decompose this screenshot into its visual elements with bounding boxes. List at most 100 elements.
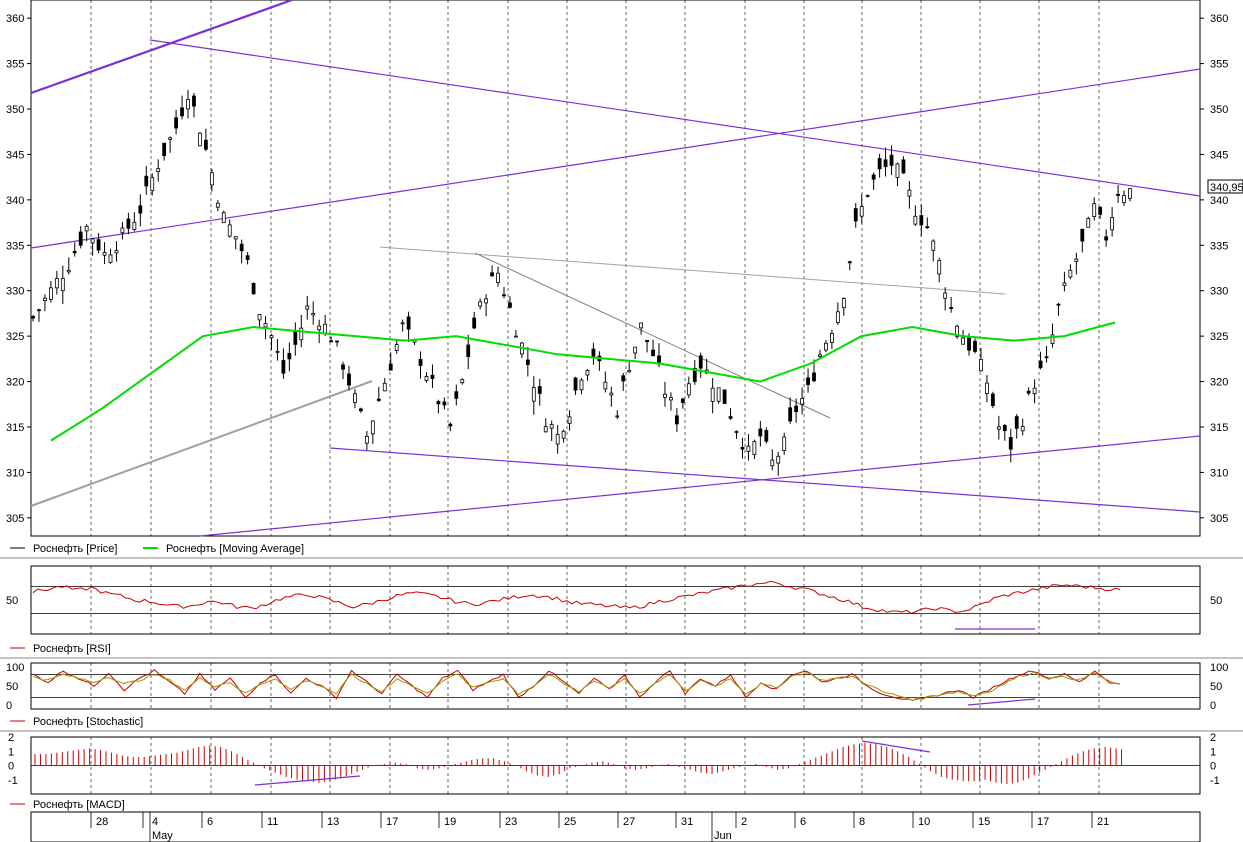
candle-body bbox=[84, 225, 89, 232]
candle-body bbox=[758, 428, 763, 437]
y-tick-label-left: 100 bbox=[6, 662, 24, 674]
trendline bbox=[149, 39, 1201, 197]
last-price-tag bbox=[1207, 179, 1243, 194]
candle-body bbox=[1056, 303, 1061, 306]
candle-body bbox=[114, 250, 119, 254]
candle-body bbox=[728, 416, 733, 419]
candle-body bbox=[54, 278, 59, 289]
candle-body bbox=[883, 159, 888, 168]
candle-body bbox=[663, 393, 667, 398]
candle-body bbox=[901, 159, 906, 174]
candle-body bbox=[841, 298, 846, 309]
candle-body bbox=[245, 255, 250, 260]
candle-body bbox=[1092, 203, 1097, 218]
y-tick-label-right: 1 bbox=[1210, 746, 1216, 758]
trendline bbox=[30, 380, 373, 507]
candle-body bbox=[424, 376, 429, 381]
candle-body bbox=[865, 194, 870, 197]
date-tick-label: 17 bbox=[1037, 816, 1049, 828]
candle-body bbox=[621, 375, 626, 382]
candle-body bbox=[734, 431, 739, 433]
candle-body bbox=[573, 377, 578, 391]
legend-stoch-label: Роснефть [Stochastic] bbox=[33, 716, 143, 728]
candle-body bbox=[996, 426, 1001, 430]
candle-body bbox=[567, 416, 572, 424]
candle-body bbox=[680, 398, 685, 403]
y-tick-label-right: 320 bbox=[1210, 377, 1228, 389]
candle-body bbox=[108, 254, 113, 263]
y-tick-label-left: 345 bbox=[6, 149, 24, 161]
trendline bbox=[199, 435, 1201, 537]
candle-body bbox=[430, 374, 435, 379]
y-tick-label-right: 325 bbox=[1210, 331, 1228, 343]
candle-body bbox=[1080, 228, 1085, 242]
candle-body bbox=[72, 251, 77, 254]
candle-body bbox=[549, 424, 554, 429]
candle-body bbox=[269, 335, 274, 339]
y-tick-label-left: 50 bbox=[6, 681, 18, 693]
candle-body bbox=[221, 212, 226, 224]
candle-body bbox=[716, 387, 721, 402]
candle-body bbox=[209, 172, 214, 186]
candle-body bbox=[466, 344, 471, 357]
candle-body bbox=[293, 330, 298, 345]
candle-body bbox=[186, 99, 190, 110]
candle-body bbox=[359, 408, 363, 412]
y-tick-label-right: 2 bbox=[1210, 732, 1216, 744]
candle-body bbox=[698, 355, 703, 369]
macd-divergence-line bbox=[254, 775, 361, 786]
candle-body bbox=[305, 305, 310, 310]
candle-body bbox=[591, 348, 596, 359]
candle-body bbox=[317, 325, 322, 331]
y-tick-label-left: -1 bbox=[8, 775, 18, 787]
y-tick-label-right: 360 bbox=[1210, 13, 1228, 25]
month-label: May bbox=[152, 830, 173, 842]
candle-body bbox=[323, 323, 328, 334]
candle-body bbox=[490, 272, 494, 277]
stochastic-series: 0 0 50 50 100 100 bbox=[6, 662, 1228, 712]
candle-body bbox=[907, 189, 912, 197]
candle-body bbox=[985, 382, 989, 394]
candle-body bbox=[889, 154, 894, 166]
candle-body bbox=[967, 337, 971, 351]
date-tick-label: 6 bbox=[800, 816, 806, 828]
candle-body bbox=[150, 177, 155, 192]
candle-body bbox=[418, 358, 423, 366]
candle-body bbox=[961, 337, 965, 345]
candle-body bbox=[531, 387, 536, 402]
candle-body bbox=[979, 358, 983, 372]
candle-body bbox=[496, 272, 500, 283]
legend-rsi-label: Роснефть [RSI] bbox=[33, 643, 111, 655]
last-price-label: 340,95 bbox=[1210, 182, 1243, 194]
y-tick-label-left: 325 bbox=[6, 331, 24, 343]
price-panel[interactable] bbox=[30, 0, 1201, 537]
candle-body bbox=[353, 393, 357, 403]
date-tick-label: 13 bbox=[327, 816, 339, 828]
candle-body bbox=[347, 373, 351, 386]
candle-body bbox=[227, 224, 232, 237]
y-tick-label-left: 335 bbox=[6, 240, 24, 252]
candle-body bbox=[949, 307, 954, 309]
stochastic-panel[interactable] bbox=[30, 662, 1201, 710]
candle-body bbox=[585, 370, 590, 376]
y-tick-label-right: 350 bbox=[1210, 104, 1228, 116]
trendline bbox=[329, 447, 1201, 513]
candle-body bbox=[60, 278, 65, 292]
candle-body bbox=[782, 436, 787, 451]
candle-body bbox=[514, 335, 518, 338]
candle-body bbox=[859, 206, 864, 217]
y-tick-label-left: 305 bbox=[6, 513, 24, 525]
candle-body bbox=[37, 309, 41, 312]
candle-body bbox=[174, 117, 178, 129]
candle-body bbox=[168, 137, 173, 140]
rsi-panel[interactable] bbox=[30, 565, 1201, 635]
candle-body bbox=[376, 398, 381, 401]
candle-body bbox=[853, 208, 858, 222]
candle-body bbox=[1116, 193, 1120, 196]
y-tick-label-right: 345 bbox=[1210, 149, 1228, 161]
candle-body bbox=[818, 354, 822, 357]
candle-body bbox=[871, 174, 876, 180]
candle-body bbox=[990, 393, 995, 406]
y-tick-label-right: 0 bbox=[1210, 700, 1216, 712]
